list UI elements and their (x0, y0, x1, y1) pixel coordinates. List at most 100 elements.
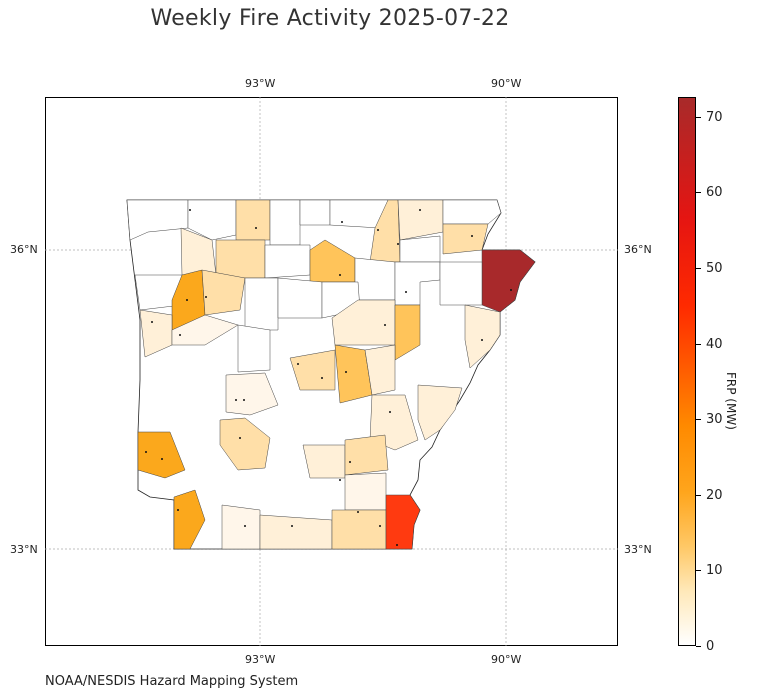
county (299, 199, 331, 226)
county (399, 235, 441, 263)
colorbar-tick-mark (696, 646, 701, 647)
county (277, 277, 323, 319)
colorbar-tick-mark (696, 344, 701, 345)
colorbar-tick-mark (696, 192, 701, 193)
colorbar-tick-mark (696, 268, 701, 269)
county (221, 504, 261, 550)
colorbar-tick-label: 30 (706, 412, 723, 427)
fire-point (321, 377, 323, 379)
county (171, 314, 239, 346)
colorbar-tick-label: 40 (706, 337, 723, 352)
county (137, 431, 186, 479)
colorbar (678, 97, 696, 646)
fire-point (186, 299, 188, 301)
fire-point (357, 511, 359, 513)
fire-point (379, 525, 381, 527)
county (344, 434, 389, 476)
county (364, 344, 396, 396)
colorbar-tick-mark (696, 495, 701, 496)
county (244, 277, 279, 331)
colorbar-tick-label: 50 (706, 261, 723, 276)
county (259, 514, 333, 550)
county (354, 257, 396, 301)
fire-point (205, 296, 207, 298)
fire-point (339, 479, 341, 481)
fire-point (397, 243, 399, 245)
fire-point (297, 363, 299, 365)
county (237, 324, 271, 373)
fire-point (189, 209, 191, 211)
colorbar-tick-mark (696, 117, 701, 118)
fire-point (255, 227, 257, 229)
counties (126, 199, 536, 550)
graticule (45, 97, 618, 646)
county (442, 199, 502, 225)
county (417, 384, 463, 441)
county (264, 244, 311, 279)
colorbar-tick-mark (696, 570, 701, 571)
fire-point (243, 399, 245, 401)
fire-point (384, 324, 386, 326)
colorbar-tick-label: 60 (706, 185, 723, 200)
fire-point (239, 437, 241, 439)
county (173, 489, 206, 550)
lat-label-right-33n: 33°N (624, 543, 652, 556)
county (215, 239, 266, 279)
fire-point (177, 509, 179, 511)
fire-point (377, 229, 379, 231)
fire-point (235, 399, 237, 401)
colorbar-tick-label: 0 (706, 639, 715, 654)
fire-point (471, 235, 473, 237)
county (331, 299, 396, 346)
colorbar-tick-label: 10 (706, 563, 723, 578)
fire-point (161, 458, 163, 460)
fire-point (510, 289, 512, 291)
lon-label-bottom-90w: 90°W (491, 653, 522, 666)
map-title: Weekly Fire Activity 2025-07-22 (150, 6, 510, 31)
county (442, 223, 489, 255)
county (464, 304, 501, 369)
colorbar-label: FRP (MW) (724, 372, 738, 430)
county (219, 417, 271, 471)
county (344, 472, 387, 511)
county (439, 261, 483, 306)
fire-point (244, 525, 246, 527)
county (385, 494, 421, 550)
fire-point (481, 339, 483, 341)
fire-point (389, 411, 391, 413)
county (225, 372, 279, 416)
fire-detections (145, 209, 512, 546)
county (331, 509, 387, 550)
county (201, 269, 246, 316)
fire-point (145, 451, 147, 453)
county (269, 199, 301, 246)
lat-label-left-33n: 33°N (10, 543, 38, 556)
fire-point (179, 334, 181, 336)
colorbar-tick-mark (696, 419, 701, 420)
county (481, 249, 536, 313)
county (302, 444, 346, 479)
lat-label-right-36n: 36°N (624, 243, 652, 256)
lon-label-bottom-93w: 93°W (245, 653, 276, 666)
county (187, 199, 237, 241)
county (289, 349, 336, 391)
county (394, 304, 421, 361)
county (126, 199, 189, 241)
fire-point (151, 321, 153, 323)
fire-point (419, 209, 421, 211)
fire-point (291, 525, 293, 527)
fire-point (396, 544, 398, 546)
colorbar-tick-label: 20 (706, 488, 723, 503)
county (235, 199, 271, 241)
source-credit: NOAA/NESDIS Hazard Mapping System (45, 674, 299, 689)
fire-point (345, 371, 347, 373)
fire-point (349, 461, 351, 463)
fire-point (405, 291, 407, 293)
fire-point (339, 274, 341, 276)
fire-point (341, 221, 343, 223)
lon-label-top-93w: 93°W (245, 77, 276, 90)
lon-label-top-90w: 90°W (491, 77, 522, 90)
lat-label-left-36n: 36°N (10, 243, 38, 256)
colorbar-tick-label: 70 (706, 110, 723, 125)
